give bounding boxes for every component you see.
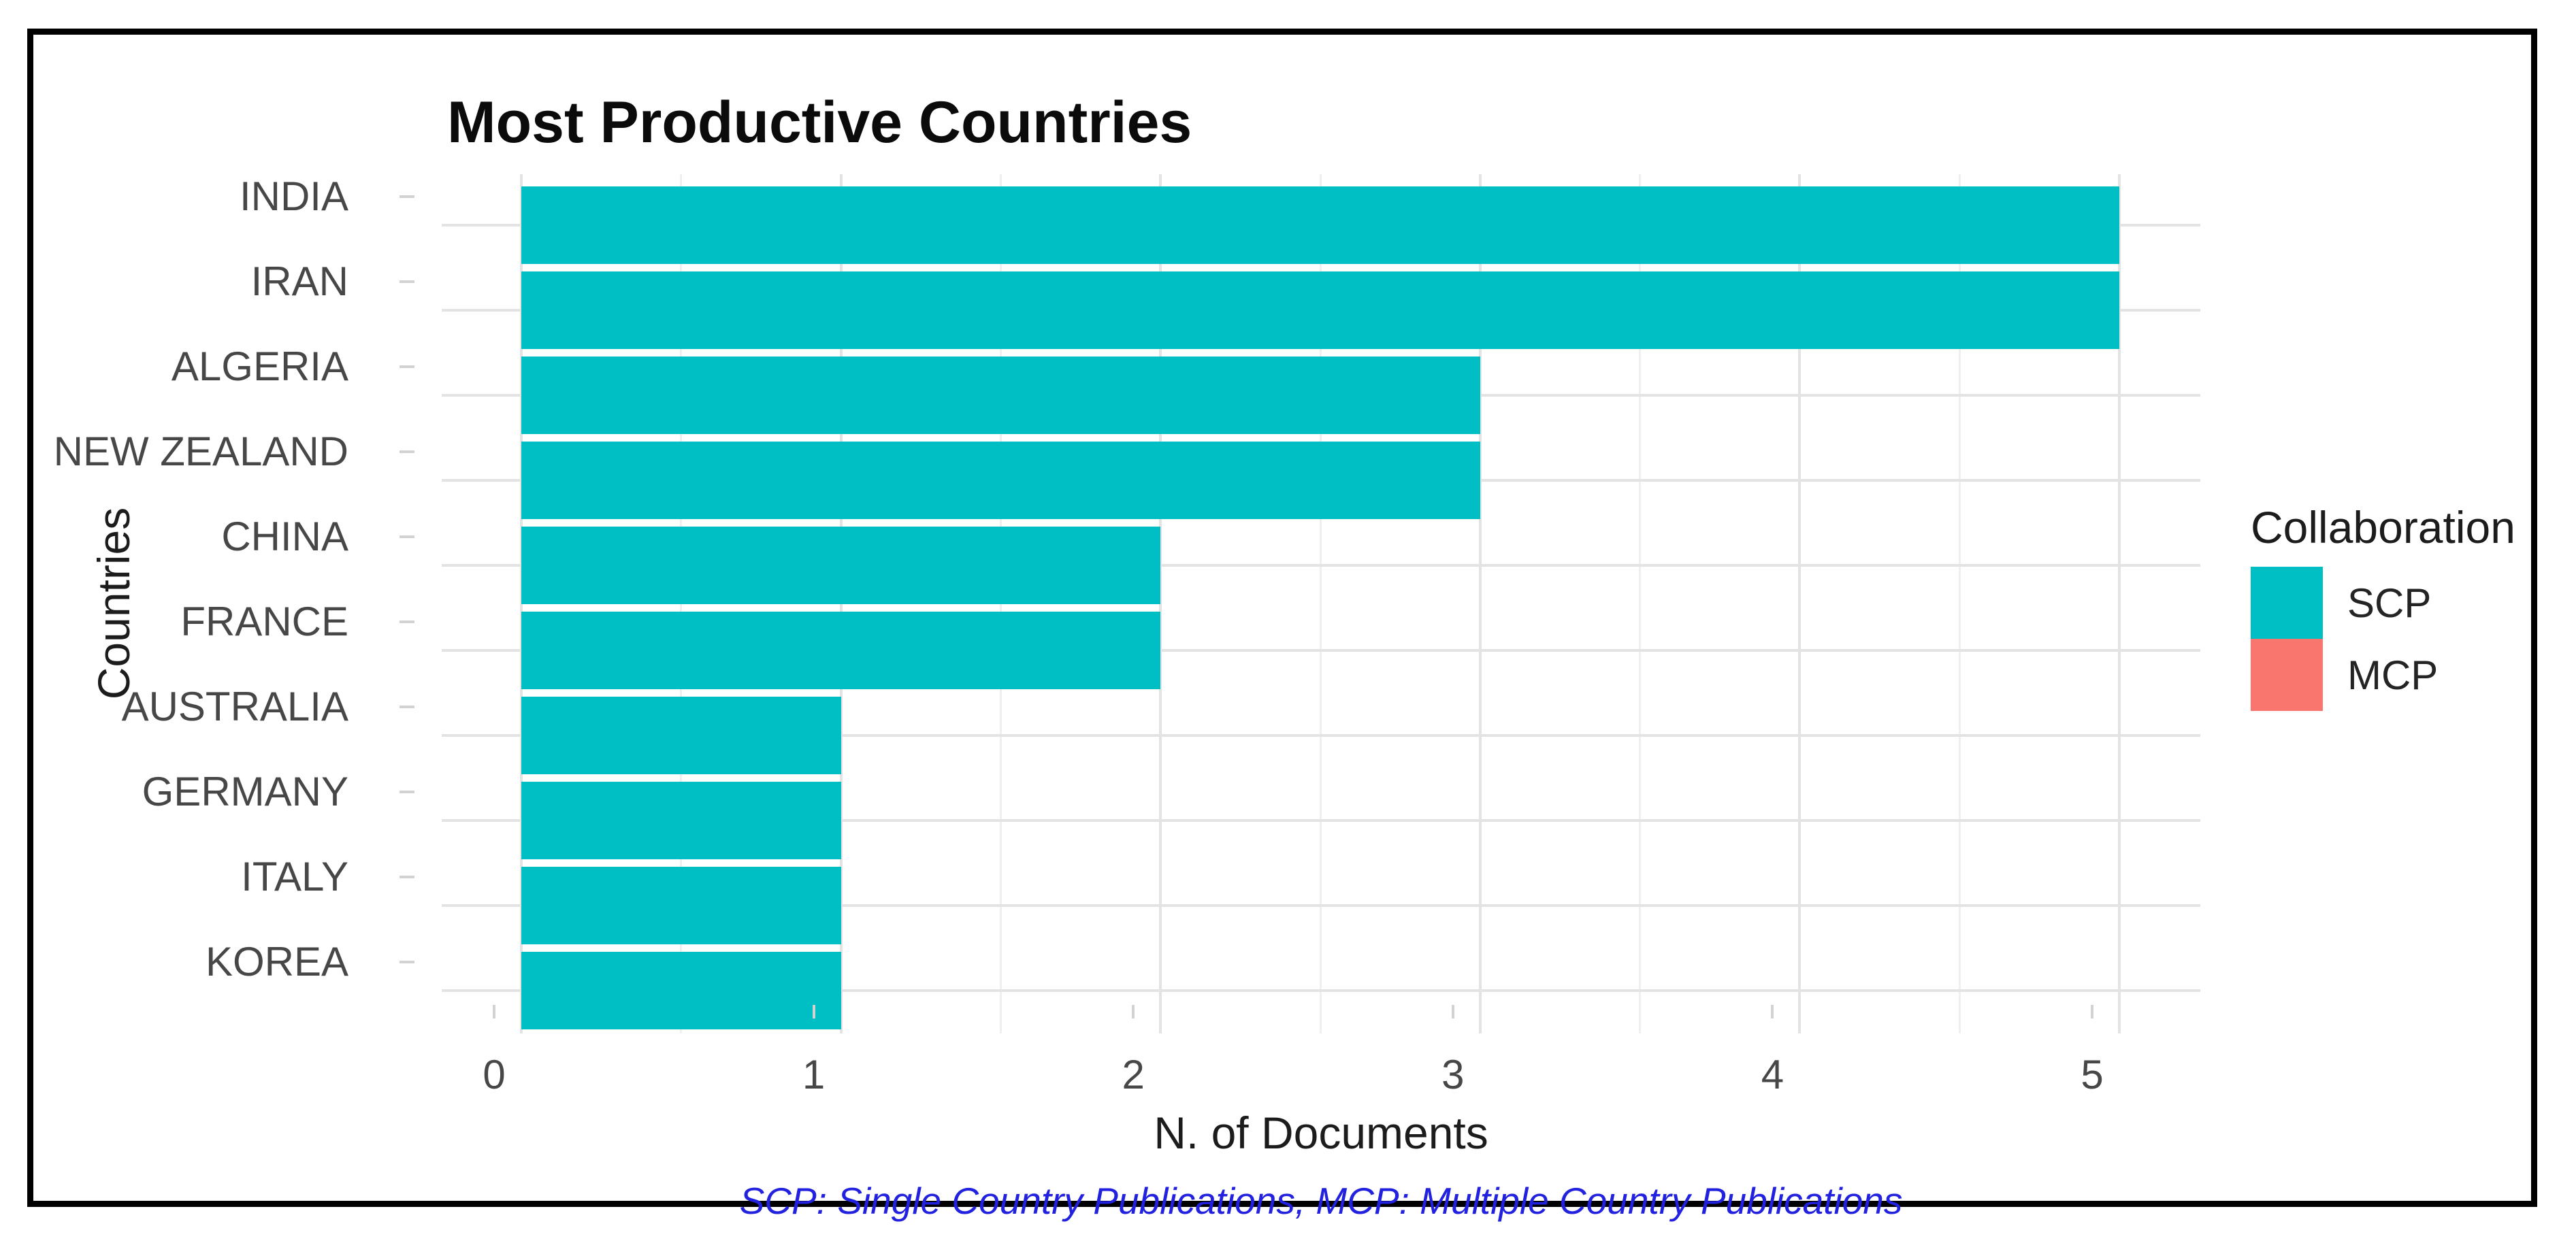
y-tick-china bbox=[400, 535, 414, 538]
bar-scp-algeria bbox=[521, 357, 1480, 434]
plot-frame-border: Most Productive Countries INDIA IRAN ALGER… bbox=[27, 29, 2537, 1222]
gridline-row-china bbox=[442, 564, 2200, 567]
gridline-minor-x-2.5 bbox=[1319, 174, 1322, 1033]
legend-title: Collaboration bbox=[2251, 502, 2515, 552]
gridline-row-korea bbox=[442, 989, 2200, 992]
y-axis-label-india: INDIA bbox=[239, 173, 348, 219]
gridline-row-france bbox=[442, 649, 2200, 652]
y-tick-algeria bbox=[400, 365, 414, 368]
x-tick-0 bbox=[493, 1005, 495, 1018]
y-axis-label-algeria: ALGERIA bbox=[171, 344, 348, 389]
gridline-major-x-2 bbox=[1159, 174, 1162, 1033]
x-tick-5 bbox=[2091, 1005, 2093, 1018]
x-tick-label-2: 2 bbox=[1122, 1052, 1145, 1097]
bar-scp-new-zealand bbox=[521, 442, 1480, 519]
y-axis-label-italy: ITALY bbox=[241, 854, 348, 899]
x-tick-1 bbox=[812, 1005, 815, 1018]
legend-item-scp: SCP bbox=[2251, 567, 2515, 639]
gridline-major-x-4 bbox=[1798, 174, 1801, 1033]
gridline-minor-x-4.5 bbox=[1958, 174, 1961, 1033]
gridline-row-italy bbox=[442, 904, 2200, 907]
y-tick-italy bbox=[400, 876, 414, 878]
y-axis-label-australia: AUSTRALIA bbox=[121, 684, 348, 729]
legend-items: SCP MCP bbox=[2251, 567, 2515, 711]
bar-scp-france bbox=[521, 612, 1161, 689]
x-tick-2 bbox=[1132, 1005, 1135, 1018]
bar-scp-india bbox=[521, 186, 2119, 264]
gridline-minor-x-3.5 bbox=[1639, 174, 1642, 1033]
x-tick-3 bbox=[1451, 1005, 1454, 1018]
y-tick-new-zealand bbox=[400, 450, 414, 453]
legend-swatch-mcp bbox=[2251, 639, 2323, 711]
caption: SCP: Single Country Publications, MCP: M… bbox=[739, 1180, 1903, 1222]
gridline-row-germany bbox=[442, 819, 2200, 822]
y-tick-germany bbox=[400, 791, 414, 793]
gridline-major-x-5 bbox=[2118, 174, 2121, 1033]
y-axis-label-germany: GERMANY bbox=[142, 769, 348, 814]
legend-swatch-scp bbox=[2251, 567, 2323, 639]
x-axis-title: N. of Documents bbox=[1154, 1108, 1488, 1158]
y-axis-label-korea: KOREA bbox=[205, 939, 348, 984]
y-axis-label-iran: IRAN bbox=[250, 259, 348, 304]
bar-scp-germany bbox=[521, 782, 841, 859]
y-tick-france bbox=[400, 620, 414, 623]
y-axis-label-new-zealand: NEW ZEALAND bbox=[53, 429, 348, 474]
plot-panel bbox=[442, 174, 2200, 1033]
y-axis-label-france: FRANCE bbox=[180, 599, 348, 644]
legend-item-mcp: MCP bbox=[2251, 639, 2515, 711]
x-tick-4 bbox=[1771, 1005, 1774, 1018]
legend-label-mcp: MCP bbox=[2347, 652, 2439, 698]
x-tick-label-3: 3 bbox=[1441, 1052, 1465, 1097]
y-axis-label-china: CHINA bbox=[221, 514, 348, 559]
axis-layer: INDIA IRAN ALGERIA NEW ZEALAND CHINA FRANCE AU… bbox=[33, 35, 2531, 1201]
chart-title: Most Productive Countries bbox=[447, 90, 1192, 155]
x-tick-label-1: 1 bbox=[802, 1052, 826, 1097]
x-tick-label-5: 5 bbox=[2081, 1052, 2104, 1097]
y-tick-india bbox=[400, 195, 414, 198]
y-tick-australia bbox=[400, 706, 414, 708]
y-tick-korea bbox=[400, 961, 414, 963]
legend: Collaboration SCP MCP bbox=[2251, 501, 2515, 711]
bar-scp-iran bbox=[521, 271, 2119, 349]
x-tick-label-0: 0 bbox=[483, 1052, 506, 1097]
y-axis-title: Countries bbox=[88, 507, 139, 700]
legend-label-scp: SCP bbox=[2347, 580, 2432, 626]
x-tick-label-4: 4 bbox=[1761, 1052, 1784, 1097]
bar-scp-korea bbox=[521, 952, 841, 1029]
bar-scp-china bbox=[521, 527, 1161, 604]
bar-scp-australia bbox=[521, 697, 841, 774]
y-tick-iran bbox=[400, 280, 414, 283]
gridline-row-australia bbox=[442, 734, 2200, 737]
bar-scp-italy bbox=[521, 867, 841, 944]
gridline-major-x-3 bbox=[1478, 174, 1482, 1033]
